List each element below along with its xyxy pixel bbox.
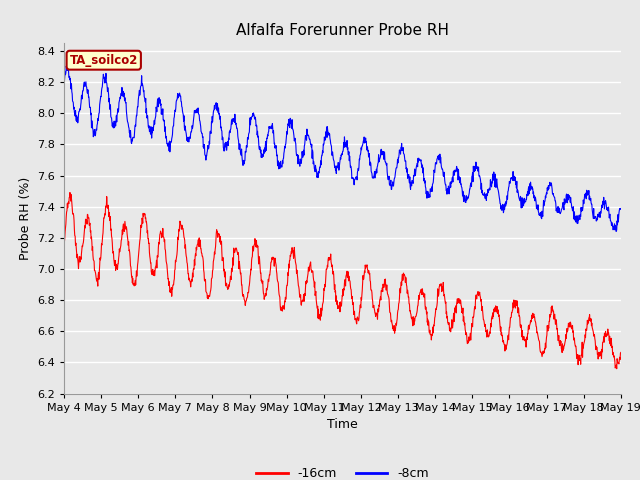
-8cm [617, 205, 625, 211]
-16cm [297, 292, 305, 298]
-16cm [104, 205, 111, 211]
Line: -8cm: -8cm [64, 66, 621, 231]
Text: TA_soilco2: TA_soilco2 [70, 54, 138, 67]
Y-axis label: Probe RH (%): Probe RH (%) [19, 177, 31, 260]
-16cm [126, 255, 134, 261]
-16cm [617, 349, 625, 355]
-8cm [612, 228, 620, 234]
-8cm [126, 134, 134, 140]
-8cm [318, 152, 326, 158]
-16cm [308, 268, 316, 274]
-16cm [66, 190, 74, 195]
X-axis label: Time: Time [327, 418, 358, 431]
-8cm [62, 63, 70, 69]
-8cm [60, 80, 68, 86]
-8cm [308, 156, 316, 161]
-16cm [60, 240, 68, 246]
-8cm [104, 89, 111, 95]
-8cm [378, 146, 385, 152]
Title: Alfalfa Forerunner Probe RH: Alfalfa Forerunner Probe RH [236, 23, 449, 38]
Line: -16cm: -16cm [64, 192, 621, 369]
-16cm [613, 366, 621, 372]
-16cm [318, 307, 326, 313]
Legend: -16cm, -8cm: -16cm, -8cm [252, 462, 433, 480]
-16cm [378, 288, 385, 294]
-8cm [297, 157, 305, 163]
